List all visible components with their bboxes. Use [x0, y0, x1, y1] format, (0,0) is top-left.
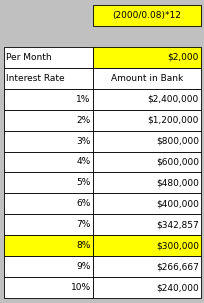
Text: $480,000: $480,000: [156, 178, 199, 188]
Text: 8%: 8%: [76, 241, 91, 251]
Bar: [4, 194, 93, 215]
Bar: [93, 152, 201, 172]
Text: $240,000: $240,000: [156, 284, 199, 292]
Text: Per Month: Per Month: [6, 52, 52, 62]
Bar: [93, 256, 201, 278]
Text: $266,667: $266,667: [156, 262, 199, 271]
Bar: [4, 215, 93, 235]
Bar: [4, 88, 93, 109]
Bar: [93, 47, 201, 68]
Text: $1,200,000: $1,200,000: [147, 115, 199, 125]
Text: 9%: 9%: [76, 262, 91, 271]
Text: $2,000: $2,000: [167, 52, 199, 62]
Bar: [4, 109, 93, 131]
Text: 6%: 6%: [76, 199, 91, 208]
Text: 7%: 7%: [76, 221, 91, 229]
Bar: [4, 235, 93, 256]
Text: Amount in Bank: Amount in Bank: [111, 74, 183, 82]
Text: $800,000: $800,000: [156, 137, 199, 145]
Text: 1%: 1%: [76, 95, 91, 104]
Bar: [93, 215, 201, 235]
Text: $2,400,000: $2,400,000: [148, 95, 199, 104]
Bar: [93, 68, 201, 88]
Text: 3%: 3%: [76, 137, 91, 145]
Text: $300,000: $300,000: [156, 241, 199, 251]
Bar: [93, 131, 201, 152]
Text: $342,857: $342,857: [156, 221, 199, 229]
Bar: [93, 109, 201, 131]
Text: (2000/0.08)*12: (2000/0.08)*12: [112, 11, 181, 19]
Bar: [93, 172, 201, 194]
Bar: [4, 278, 93, 298]
Bar: [4, 68, 93, 88]
Bar: [4, 47, 93, 68]
Bar: [4, 172, 93, 194]
Bar: [4, 256, 93, 278]
Text: Interest Rate: Interest Rate: [6, 74, 65, 82]
Bar: [4, 152, 93, 172]
Text: 4%: 4%: [76, 158, 91, 166]
Text: $600,000: $600,000: [156, 158, 199, 166]
Bar: [93, 5, 201, 25]
Bar: [4, 25, 201, 47]
Text: 5%: 5%: [76, 178, 91, 188]
Bar: [93, 235, 201, 256]
Bar: [93, 278, 201, 298]
Bar: [4, 131, 93, 152]
Text: 10%: 10%: [71, 284, 91, 292]
Bar: [93, 194, 201, 215]
Text: $400,000: $400,000: [156, 199, 199, 208]
Text: 2%: 2%: [76, 115, 91, 125]
Bar: [4, 5, 93, 25]
Bar: [93, 88, 201, 109]
